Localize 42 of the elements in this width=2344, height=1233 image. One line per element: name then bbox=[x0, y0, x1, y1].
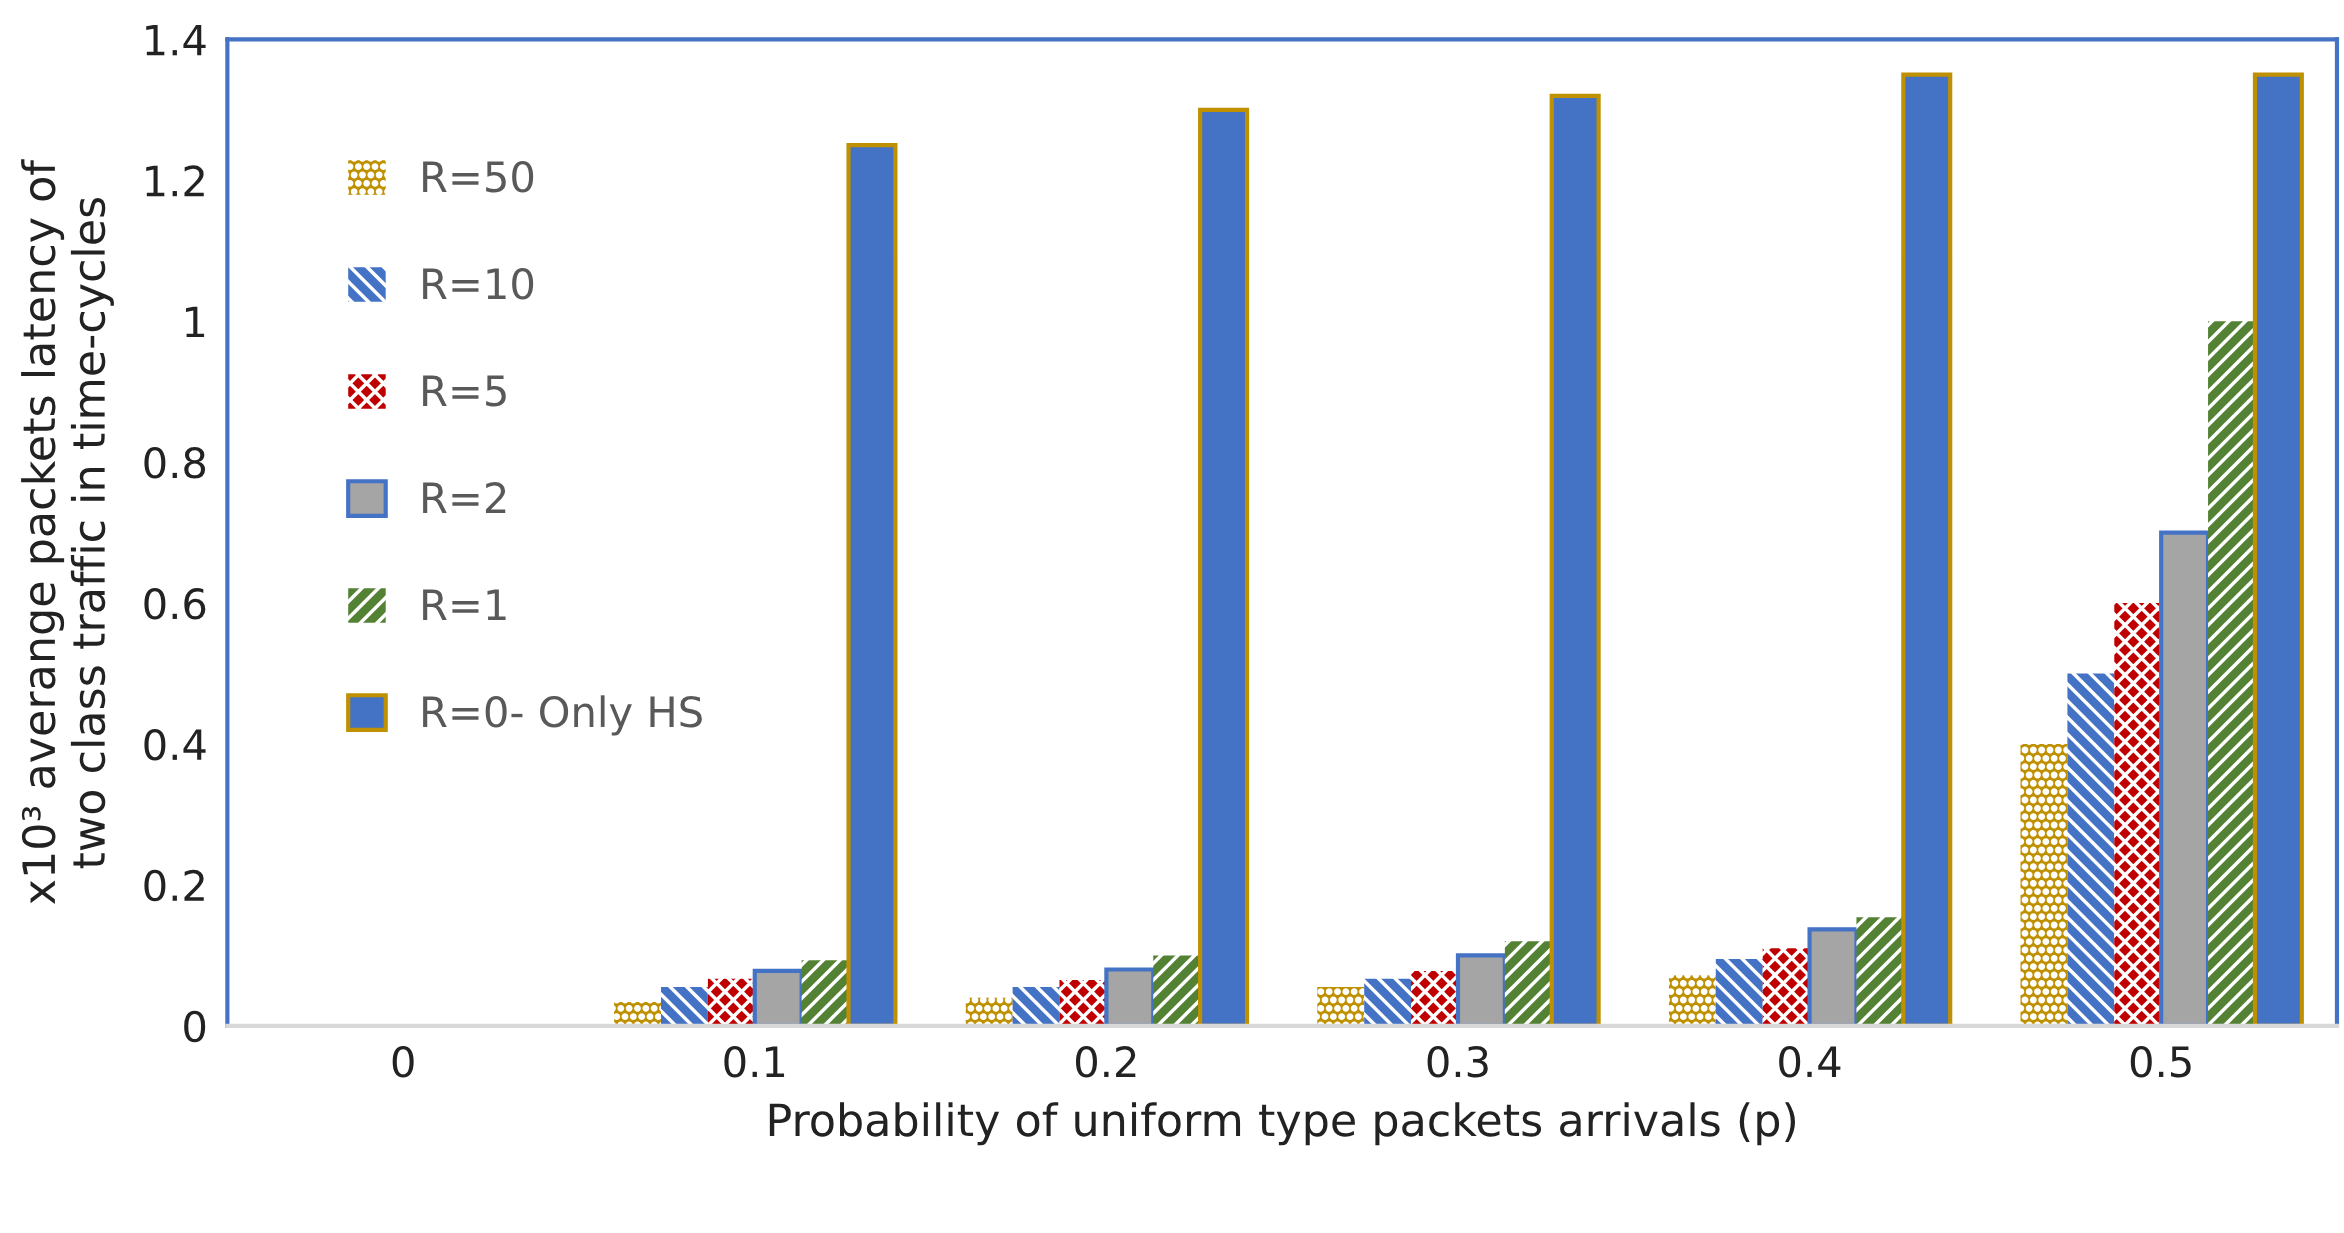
y-tick-label: 0.8 bbox=[144, 447, 206, 479]
x-tick-label: 0.3 bbox=[1427, 1046, 1488, 1078]
y-tick-label: 1.4 bbox=[146, 24, 206, 56]
bar bbox=[1012, 987, 1060, 1026]
bar bbox=[1317, 987, 1365, 1026]
legend-label: R=2 bbox=[423, 482, 506, 513]
bar bbox=[1411, 970, 1458, 1026]
bar bbox=[2208, 321, 2255, 1026]
y-tick-label: 0 bbox=[184, 1010, 206, 1043]
y-tick-label: 0.4 bbox=[144, 728, 206, 761]
bar bbox=[1364, 978, 1412, 1026]
y-tick-label: 1 bbox=[185, 306, 205, 338]
y-tick-label: 0.6 bbox=[144, 588, 206, 620]
bar bbox=[1153, 955, 1201, 1026]
bar bbox=[661, 987, 708, 1026]
bar bbox=[1856, 917, 1904, 1026]
bar bbox=[1668, 975, 1716, 1026]
bar bbox=[801, 960, 849, 1026]
bar bbox=[614, 1001, 662, 1026]
x-tick-label: 0.4 bbox=[1779, 1046, 1841, 1078]
legend-label: R=0- Only HS bbox=[423, 695, 702, 736]
x-axis-title: Probability of uniform type packets arrivals (p) bbox=[769, 1102, 1796, 1146]
bar bbox=[2114, 603, 2162, 1026]
bar bbox=[1715, 958, 1763, 1026]
legend-label: R=10 bbox=[423, 268, 534, 300]
bar bbox=[707, 978, 755, 1026]
bar bbox=[1059, 980, 1107, 1026]
bar bbox=[2020, 744, 2068, 1026]
bar bbox=[2067, 673, 2115, 1026]
bar bbox=[1504, 941, 1552, 1026]
x-tick-label: 0.5 bbox=[2130, 1046, 2191, 1078]
bar bbox=[1762, 948, 1810, 1026]
x-tick-label: 0 bbox=[392, 1046, 414, 1078]
legend-label: R=5 bbox=[423, 375, 506, 407]
x-tick-label: 0.1 bbox=[724, 1046, 785, 1078]
legend-label: R=1 bbox=[423, 589, 506, 620]
y-tick-label: 1.2 bbox=[146, 165, 204, 197]
y-axis-title: x10³ averange packets latency of two class traffic in time-cycles bbox=[21, 159, 114, 905]
x-tick-label: 0.2 bbox=[1075, 1046, 1136, 1078]
legend-label: R=50 bbox=[423, 161, 534, 193]
bar bbox=[965, 997, 1013, 1026]
y-tick-label: 0.2 bbox=[144, 869, 204, 902]
